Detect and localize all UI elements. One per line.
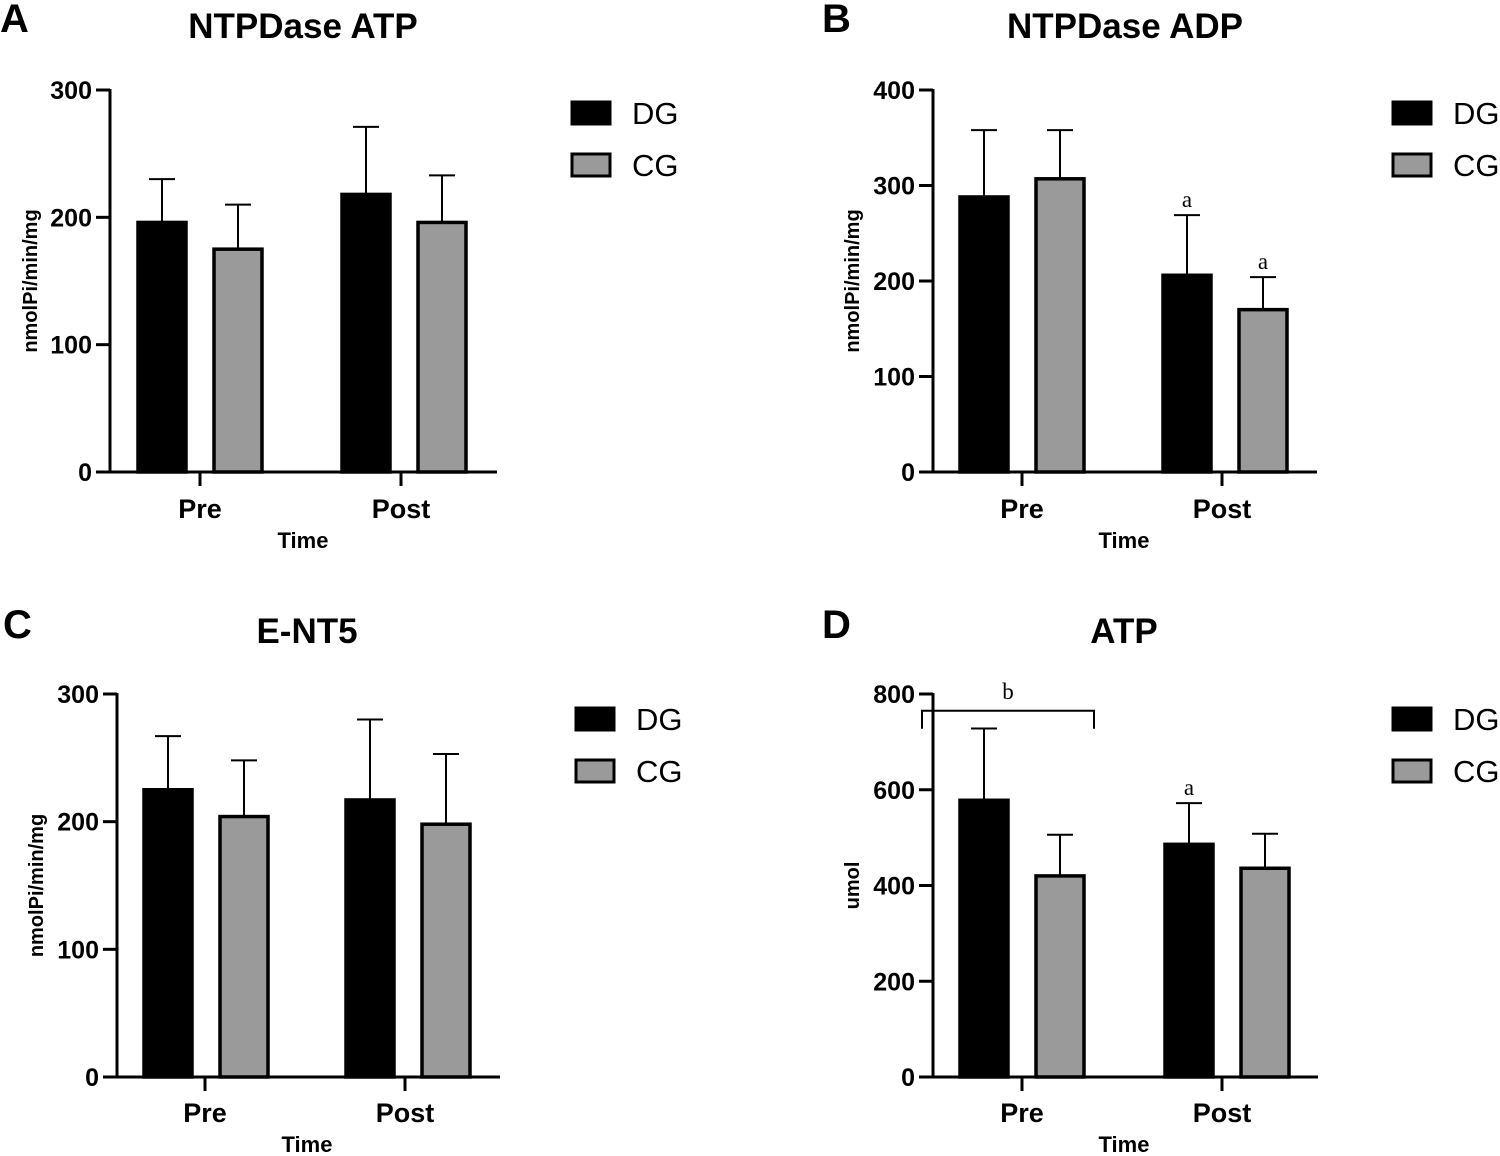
bar-dg-post [340,192,392,474]
legend-label-dg: DG [1453,96,1500,131]
y-tick-label: 800 [873,681,915,709]
chart-title: NTPDase ADP [1007,7,1243,46]
bar-cg-post [416,220,468,474]
legend-label-cg: CG [632,148,679,183]
x-tick-label: Pre [178,494,222,524]
panel-c: C E-NT5 0 100 200 300 nmolPi/min/mg Pre Post Time… [3,603,683,1156]
chart-title: ATP [1090,612,1157,651]
x-axis-label: Time [278,528,329,553]
x-tick-label: Post [376,1098,435,1128]
y-axis-label: umol [842,862,864,910]
x-axis-label: Time [1099,1132,1150,1156]
bar-cg-pre [212,247,264,474]
legend-swatch-cg [1391,152,1433,178]
bar-cg-post [420,822,472,1079]
bar-dg-pre [958,195,1010,474]
y-tick-label: 100 [57,936,99,964]
x-axis-label: Time [282,1132,333,1156]
significance-annotation: a [1258,249,1268,274]
bar-dg-post [1161,273,1213,474]
y-tick-label: 300 [873,173,915,201]
y-tick-label: 600 [873,777,915,805]
y-tick-label: 200 [873,968,915,996]
x-tick-label: Pre [183,1098,227,1128]
y-tick-label: 300 [57,681,99,709]
y-tick-label: 200 [873,268,915,296]
bar-cg-post [1239,866,1291,1079]
legend-swatch-cg [570,152,612,178]
x-axis-label: Time [1099,528,1150,553]
bar-cg-pre [1034,874,1086,1079]
bar-dg-pre [958,798,1010,1079]
legend-swatch-cg [1391,758,1433,784]
panel-letter: D [822,603,851,647]
chart-title: E-NT5 [256,612,357,651]
legend-swatch-dg [1391,706,1433,732]
bar-cg-pre [218,814,270,1079]
x-tick-label: Pre [1000,1098,1044,1128]
significance-annotation: b [1002,679,1014,704]
legend-label-dg: DG [636,702,683,737]
y-tick-label: 200 [50,204,92,232]
legend-label-cg: CG [1453,754,1500,789]
y-tick-label: 300 [50,77,92,105]
y-axis-label: nmolPi/min/mg [26,814,48,957]
chart-title: NTPDase ATP [188,7,418,46]
panel-b: B NTPDase ADP 0 100 200 300 400 nmolPi/min/mg Pr… [822,0,1500,553]
x-tick-label: Pre [1000,494,1044,524]
bar-dg-post [1163,842,1215,1079]
panel-a: A NTPDase ATP 0 100 200 300 nmolPi/min/mg Pre Po… [0,0,679,553]
legend-swatch-cg [574,758,616,784]
legend-label-cg: CG [636,754,683,789]
panel-letter: A [0,0,29,41]
y-axis-label: nmolPi/min/mg [20,209,42,352]
legend-swatch-dg [1391,100,1433,126]
bar-dg-post [344,798,396,1079]
y-tick-label: 0 [78,459,92,487]
significance-annotation: a [1182,187,1192,212]
panel-letter: B [822,0,851,41]
significance-bracket [921,709,1095,729]
y-tick-label: 100 [873,364,915,392]
bar-dg-pre [136,220,188,474]
bar-cg-pre [1034,177,1086,474]
legend-swatch-dg [570,100,612,126]
panel-d: D ATP 0 200 400 600 800 umol Pre Post Time DG CG a b [822,603,1500,1156]
y-tick-label: 0 [901,459,915,487]
x-tick-label: Post [1193,494,1252,524]
x-tick-label: Post [1193,1098,1252,1128]
panel-letter: C [3,603,32,647]
legend-label-dg: DG [632,96,679,131]
legend-label-dg: DG [1453,702,1500,737]
y-tick-label: 0 [901,1064,915,1092]
significance-annotation: a [1184,775,1194,800]
y-axis-label: nmolPi/min/mg [842,209,864,352]
y-tick-label: 400 [873,77,915,105]
x-tick-label: Post [372,494,431,524]
y-tick-label: 0 [85,1064,99,1092]
bar-dg-pre [142,788,194,1079]
y-tick-label: 100 [50,332,92,360]
y-tick-label: 400 [873,873,915,901]
y-tick-label: 200 [57,809,99,837]
legend-label-cg: CG [1453,148,1500,183]
bar-cg-post [1237,307,1289,474]
legend-swatch-dg [574,706,616,732]
